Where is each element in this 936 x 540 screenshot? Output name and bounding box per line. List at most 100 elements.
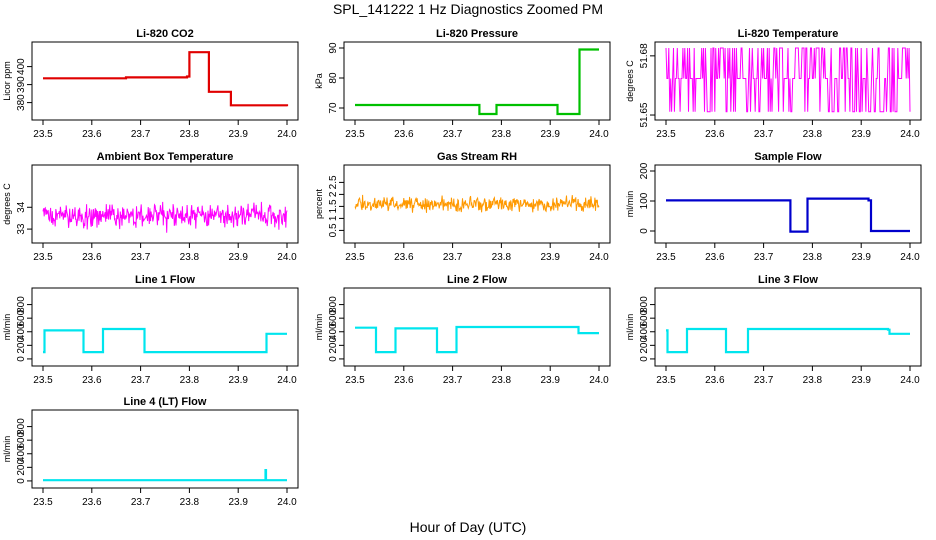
x-tick-label: 23.9 xyxy=(228,375,248,386)
y-tick-label: 200 xyxy=(16,337,27,354)
x-tick-label: 23.8 xyxy=(180,497,200,508)
plot-frame xyxy=(654,41,922,121)
x-tick-label: 23.8 xyxy=(492,252,512,263)
x-tick-label: 23.6 xyxy=(705,252,725,263)
plot-frame xyxy=(343,41,611,121)
y-axis-label: ml/min xyxy=(2,314,12,341)
x-tick-label: 23.7 xyxy=(754,375,774,386)
chart-title: Li-820 Temperature xyxy=(738,28,839,40)
chart-panel: Li-820 CO2 Licor ppm 23.5 23.6 23.7 23.8 23.9 2… xyxy=(2,28,299,140)
figure-title: SPL_141222 1 Hz Diagnostics Zoomed PM xyxy=(332,1,604,17)
data-series xyxy=(665,47,911,113)
plot-frame xyxy=(343,287,611,367)
y-tick-label: 600 xyxy=(328,309,339,326)
data-series xyxy=(666,197,910,233)
data-series xyxy=(43,51,289,107)
y-tick-label: 100 xyxy=(639,192,650,209)
y-tick-label: 1.5 xyxy=(328,199,339,213)
y-tick-label: 800 xyxy=(16,418,27,435)
x-tick-label: 23.6 xyxy=(394,129,414,140)
x-tick-label: 24.0 xyxy=(277,375,297,386)
data-series xyxy=(354,194,600,213)
y-tick-label: 400 xyxy=(16,445,27,462)
x-tick-label: 23.8 xyxy=(803,252,823,263)
x-tick-label: 23.7 xyxy=(443,375,463,386)
y-tick-label: 600 xyxy=(16,309,27,326)
x-tick-label: 24.0 xyxy=(589,129,609,140)
chart-panel: Gas Stream RH percent 23.5 23.6 23.7 23.8 23.9… xyxy=(314,151,611,263)
x-tick-label: 23.6 xyxy=(82,129,102,140)
chart-panel: Ambient Box Temperature degrees C 23.5 23.6… xyxy=(2,151,299,263)
x-tick-label: 23.5 xyxy=(33,375,53,386)
x-tick-label: 23.6 xyxy=(394,375,414,386)
x-tick-label: 23.6 xyxy=(82,497,102,508)
y-axis-label: degrees C xyxy=(625,60,635,102)
x-tick-label: 23.7 xyxy=(443,129,463,140)
plot-frame xyxy=(31,409,299,489)
x-tick-label: 24.0 xyxy=(277,497,297,508)
chart-panel: Line 1 Flow ml/min 23.5 23.6 23.7 23.8 23.9 24.… xyxy=(2,274,299,386)
x-tick-label: 23.5 xyxy=(33,497,53,508)
y-tick-label: 200 xyxy=(639,337,650,354)
y-tick-label: 70 xyxy=(328,102,339,114)
plot-frame xyxy=(654,287,922,367)
y-tick-label: 800 xyxy=(639,296,650,313)
data-series xyxy=(355,325,599,354)
y-tick-label: 200 xyxy=(16,459,27,476)
chart-panel: Li-820 Pressure kPa 23.5 23.6 23.7 23.8 23.9 24… xyxy=(314,28,611,140)
x-tick-label: 23.5 xyxy=(656,375,676,386)
x-tick-label: 23.9 xyxy=(851,129,871,140)
x-tick-label: 23.8 xyxy=(180,375,200,386)
x-tick-label: 24.0 xyxy=(900,129,920,140)
x-tick-label: 23.7 xyxy=(443,252,463,263)
x-tick-label: 23.9 xyxy=(540,129,560,140)
y-axis-label: degrees C xyxy=(2,183,12,225)
y-axis-label: ml/min xyxy=(314,314,324,341)
chart-title: Line 3 Flow xyxy=(758,274,818,286)
plot-frame xyxy=(343,164,611,244)
x-tick-label: 23.6 xyxy=(705,375,725,386)
y-tick-label: 0 xyxy=(639,228,650,234)
plot-frame xyxy=(31,41,299,121)
chart-panel: Li-820 Temperature degrees C 23.5 23.6 23.7 2… xyxy=(625,28,922,140)
y-tick-label: 90 xyxy=(328,42,339,54)
x-tick-label: 23.6 xyxy=(394,252,414,263)
x-tick-label: 24.0 xyxy=(277,252,297,263)
y-tick-label: 51.65 xyxy=(639,102,650,127)
x-tick-label: 23.8 xyxy=(803,375,823,386)
data-series xyxy=(666,327,910,354)
x-tick-label: 23.5 xyxy=(345,129,365,140)
x-tick-label: 24.0 xyxy=(900,375,920,386)
x-tick-label: 23.5 xyxy=(656,252,676,263)
data-series xyxy=(355,48,599,116)
x-tick-label: 23.8 xyxy=(492,129,512,140)
x-tick-label: 23.8 xyxy=(492,375,512,386)
chart-title: Line 4 (LT) Flow xyxy=(124,396,207,408)
x-tick-label: 23.9 xyxy=(540,252,560,263)
x-tick-label: 23.5 xyxy=(33,252,53,263)
y-tick-label: 33 xyxy=(16,223,27,235)
plot-frame xyxy=(654,164,922,244)
x-tick-label: 24.0 xyxy=(589,375,609,386)
x-tick-label: 23.9 xyxy=(851,375,871,386)
data-series xyxy=(43,327,287,354)
x-tick-label: 23.7 xyxy=(131,497,151,508)
chart-title: Ambient Box Temperature xyxy=(97,151,234,163)
y-tick-label: 200 xyxy=(639,162,650,179)
y-tick-label: 400 xyxy=(16,58,27,75)
y-axis-label: percent xyxy=(314,188,324,219)
y-tick-label: 380 xyxy=(16,94,27,111)
y-tick-label: 80 xyxy=(328,72,339,84)
plot-frame xyxy=(31,287,299,367)
y-tick-label: 600 xyxy=(639,309,650,326)
x-tick-label: 23.7 xyxy=(131,252,151,263)
x-tick-label: 23.5 xyxy=(33,129,53,140)
x-tick-label: 23.9 xyxy=(540,375,560,386)
x-tick-label: 23.7 xyxy=(131,129,151,140)
chart-title: Line 2 Flow xyxy=(447,274,507,286)
x-tick-label: 23.7 xyxy=(754,252,774,263)
chart-panel: Sample Flow ml/min 23.5 23.6 23.7 23.8 23.9 24.… xyxy=(625,151,922,263)
y-tick-label: 0 xyxy=(328,356,339,362)
x-tick-label: 24.0 xyxy=(277,129,297,140)
